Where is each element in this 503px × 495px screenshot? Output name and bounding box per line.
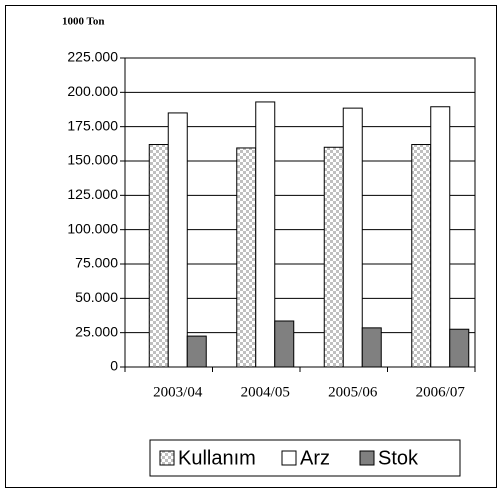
bar: [236, 147, 257, 368]
bar: [167, 112, 188, 368]
legend-swatch: [359, 450, 375, 466]
y-axis-label: 1000 Ton: [62, 16, 105, 28]
y-tick-label: 125.000: [67, 186, 118, 202]
x-tick-label: 2005/06: [328, 384, 378, 400]
x-tick-label: 2006/07: [416, 384, 466, 400]
bar: [449, 328, 470, 368]
bar: [323, 146, 344, 368]
bar: [430, 106, 451, 368]
y-tick-label: 225.000: [67, 49, 118, 65]
y-tick-label: 200.000: [67, 83, 118, 99]
y-tick-label: 25.000: [75, 323, 118, 339]
legend-swatch: [281, 450, 297, 466]
legend-label: Arz: [300, 447, 330, 469]
y-tick-label: 150.000: [67, 152, 118, 168]
y-tick-label: 0: [110, 358, 118, 374]
legend-label: Stok: [378, 447, 419, 469]
y-tick-label: 100.000: [67, 220, 118, 236]
x-tick-label: 2004/05: [241, 384, 290, 400]
x-tick-label: 2003/04: [153, 384, 203, 400]
y-tick-label: 50.000: [75, 289, 118, 305]
legend-swatch: [159, 450, 175, 466]
bar: [274, 320, 295, 368]
bar: [148, 144, 169, 368]
legend-label: Kullanım: [178, 447, 256, 469]
y-tick-label: 175.000: [67, 117, 118, 133]
bar: [411, 144, 432, 368]
bar: [342, 107, 363, 368]
y-tick-label: 75.000: [75, 255, 118, 271]
bar: [361, 327, 382, 368]
bar: [255, 101, 276, 368]
legend-box: [149, 439, 461, 477]
bar: [186, 335, 207, 368]
